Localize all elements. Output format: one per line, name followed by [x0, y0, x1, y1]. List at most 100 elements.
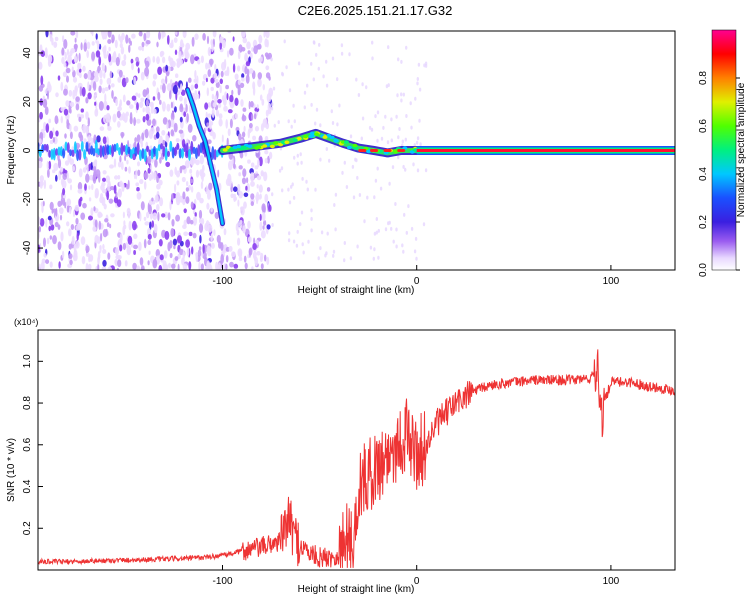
heatmap-noise-cell: [107, 125, 112, 131]
heatmap-noise-cell: [175, 73, 179, 78]
heatmap-noise-cell: [63, 62, 67, 68]
heatmap-band-cell: [176, 142, 180, 151]
heatmap-noise-cell: [49, 33, 53, 42]
heatmap-noise-cell: [199, 154, 204, 165]
heatmap-noise-cell: [414, 236, 418, 241]
heatmap-noise-cell: [195, 169, 200, 178]
heatmap-noise-cell: [349, 134, 353, 139]
heatmap-noise-cell: [69, 131, 73, 140]
heatmap-noise-cell: [225, 255, 229, 263]
heatmap-noise-cell: [252, 243, 257, 250]
heatmap-noise-cell: [57, 241, 62, 251]
heatmap-noise-cell: [121, 182, 125, 192]
heatmap-noise-cell: [60, 178, 64, 186]
heatmap-noise-cell: [214, 63, 217, 71]
heatmap-noise-cell: [246, 68, 250, 78]
heatmap-noise-cell: [236, 222, 241, 227]
heatmap-noise-cell: [391, 165, 395, 170]
heatmap-noise-cell: [224, 70, 229, 76]
heatmap-noise-cell: [157, 91, 161, 101]
heatmap-noise-cell: [288, 88, 292, 93]
heatmap-noise-cell: [117, 76, 122, 83]
heatmap-noise-cell: [43, 237, 46, 248]
heatmap-noise-cell: [132, 220, 137, 231]
heatmap-noise-cell: [91, 183, 94, 191]
heatmap-noise-cell: [75, 225, 80, 231]
figure-title: C2E6.2025.151.21.17.G32: [298, 3, 453, 18]
heatmap-noise-cell: [377, 255, 380, 260]
snr-y-tick-label: 0.6: [22, 437, 33, 451]
heatmap-noise-cell: [171, 263, 176, 269]
heatmap-noise-cell: [72, 76, 78, 83]
heatmap-noise-cell: [103, 203, 107, 210]
heatmap-noise-cell: [117, 121, 121, 128]
heatmap-noise-cell: [417, 62, 421, 67]
heatmap-noise-cell: [234, 97, 239, 107]
heatmap-noise-cell: [114, 39, 118, 49]
heatmap-noise-cell: [295, 243, 299, 248]
heatmap-noise-cell: [238, 165, 243, 170]
heatmap-noise-cell: [314, 187, 317, 192]
heatmap-noise-cell: [181, 176, 186, 183]
heatmap-noise-cell: [53, 41, 58, 48]
heatmap-noise-cell: [178, 129, 184, 134]
heatmap-noise-cell: [147, 155, 152, 164]
heatmap-noise-cell: [145, 99, 149, 107]
heatmap-noise-cell: [395, 244, 398, 249]
heatmap-noise-cell: [416, 136, 420, 141]
heatmap-noise-cell: [64, 51, 67, 61]
heatmap-track-cell: [322, 135, 328, 139]
heatmap-noise-cell: [93, 71, 99, 78]
heatmap-noise-cell: [105, 228, 108, 237]
heatmap-noise-cell: [264, 158, 268, 164]
heatmap-noise-cell: [75, 103, 80, 111]
heatmap-noise-cell: [354, 157, 357, 162]
heatmap-noise-cell: [115, 56, 120, 67]
heatmap-noise-cell: [158, 31, 161, 40]
heatmap-band-cell: [50, 148, 54, 161]
heatmap-noise-cell: [310, 228, 313, 233]
heatmap-noise-cell: [418, 118, 421, 123]
heatmap-noise-cell: [372, 256, 375, 261]
heatmap-noise-cell: [133, 250, 137, 255]
heatmap-noise-cell: [117, 188, 122, 198]
heatmap-noise-cell: [156, 204, 160, 212]
heatmap-noise-cell: [422, 222, 426, 227]
heatmap-noise-cell: [107, 39, 112, 44]
heatmap-noise-cell: [222, 95, 225, 102]
heatmap-noise-cell: [69, 259, 73, 266]
heatmap-noise-cell: [80, 114, 85, 119]
heatmap-noise-cell: [260, 170, 264, 177]
heatmap-noise-cell: [190, 84, 194, 91]
heatmap-noise-cell: [155, 131, 160, 139]
heatmap-noise-cell: [206, 202, 210, 210]
heatmap-noise-cell: [237, 90, 241, 96]
heatmap-noise-cell: [152, 56, 156, 63]
heatmap-noise-cell: [257, 72, 262, 80]
heatmap-noise-cell: [256, 197, 259, 205]
heatmap-noise-cell: [55, 207, 58, 217]
heatmap-noise-cell: [48, 118, 52, 124]
heatmap-band-cell: [92, 148, 96, 157]
heatmap-noise-cell: [148, 250, 151, 255]
heatmap-noise-cell: [363, 219, 366, 224]
heatmap-noise-cell: [105, 113, 110, 124]
heatmap-noise-cell: [122, 112, 126, 122]
heatmap-noise-cell: [134, 137, 137, 143]
heatmap-band-cell: [104, 144, 108, 156]
heatmap-noise-cell: [287, 187, 290, 192]
heatmap-noise-cell: [207, 191, 211, 200]
snr-y-tick-label: 1.0: [22, 354, 33, 368]
heatmap-noise-cell: [129, 40, 132, 46]
heatmap-noise-cell: [140, 97, 145, 103]
heatmap-noise-cell: [101, 62, 105, 72]
heatmap-noise-cell: [361, 82, 364, 87]
heatmap-noise-cell: [38, 216, 41, 226]
heatmap-noise-cell: [238, 172, 242, 177]
heatmap-noise-cell: [387, 83, 390, 88]
heatmap-noise-cell: [52, 137, 56, 143]
heatmap-noise-cell: [263, 31, 268, 35]
heatmap-noise-cell: [151, 197, 154, 202]
heatmap-band-cell: [160, 143, 163, 150]
heatmap-noise-cell: [213, 229, 216, 236]
